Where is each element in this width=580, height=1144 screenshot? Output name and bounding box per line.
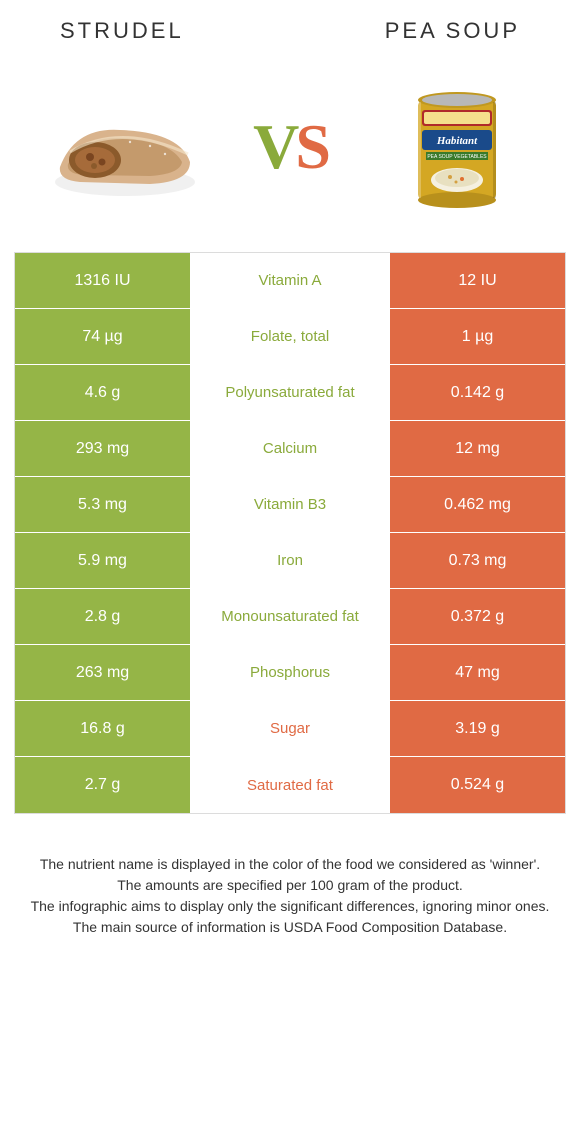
table-row: 2.7 gSaturated fat0.524 g: [15, 757, 565, 813]
strudel-image: [40, 82, 210, 212]
nutrient-label: Iron: [190, 533, 390, 588]
left-value: 263 mg: [15, 645, 190, 700]
right-value: 12 mg: [390, 421, 565, 476]
table-row: 293 mgCalcium12 mg: [15, 421, 565, 477]
pea-soup-image: Habitant PEA SOUP VEGETABLES: [370, 82, 540, 212]
footer-line: The main source of information is USDA F…: [20, 917, 560, 938]
footer-line: The infographic aims to display only the…: [20, 896, 560, 917]
left-value: 74 µg: [15, 309, 190, 364]
svg-text:PEA SOUP VEGETABLES: PEA SOUP VEGETABLES: [427, 154, 487, 160]
nutrient-label: Calcium: [190, 421, 390, 476]
left-value: 2.8 g: [15, 589, 190, 644]
table-row: 74 µgFolate, total1 µg: [15, 309, 565, 365]
table-row: 5.3 mgVitamin B30.462 mg: [15, 477, 565, 533]
nutrient-label: Folate, total: [190, 309, 390, 364]
left-value: 16.8 g: [15, 701, 190, 756]
right-value: 0.372 g: [390, 589, 565, 644]
footer-line: The nutrient name is displayed in the co…: [20, 854, 560, 875]
right-value: 0.73 mg: [390, 533, 565, 588]
footer-notes: The nutrient name is displayed in the co…: [0, 814, 580, 958]
svg-text:Habitant: Habitant: [436, 135, 478, 147]
left-value: 5.9 mg: [15, 533, 190, 588]
left-food-title: Strudel: [60, 18, 184, 44]
nutrient-label: Saturated fat: [190, 757, 390, 813]
right-value: 0.142 g: [390, 365, 565, 420]
table-row: 2.8 gMonounsaturated fat0.372 g: [15, 589, 565, 645]
nutrient-label: Phosphorus: [190, 645, 390, 700]
nutrient-label: Vitamin B3: [190, 477, 390, 532]
left-value: 293 mg: [15, 421, 190, 476]
left-value: 5.3 mg: [15, 477, 190, 532]
table-row: 263 mgPhosphorus47 mg: [15, 645, 565, 701]
footer-line: The amounts are specified per 100 gram o…: [20, 875, 560, 896]
right-value: 0.462 mg: [390, 477, 565, 532]
vs-s: S: [295, 111, 327, 182]
images-row: VS Habitant PEA SOUP VEGETABLES: [0, 52, 580, 252]
table-row: 4.6 gPolyunsaturated fat0.142 g: [15, 365, 565, 421]
nutrient-label: Sugar: [190, 701, 390, 756]
vs-v: V: [253, 111, 295, 182]
vs-label: VS: [253, 110, 327, 184]
right-value: 0.524 g: [390, 757, 565, 813]
right-value: 47 mg: [390, 645, 565, 700]
header: Strudel Pea soup: [0, 0, 580, 52]
left-value: 1316 IU: [15, 253, 190, 308]
nutrient-table: 1316 IUVitamin A12 IU74 µgFolate, total1…: [14, 252, 566, 814]
table-row: 1316 IUVitamin A12 IU: [15, 253, 565, 309]
right-value: 12 IU: [390, 253, 565, 308]
nutrient-label: Vitamin A: [190, 253, 390, 308]
table-row: 5.9 mgIron0.73 mg: [15, 533, 565, 589]
left-value: 4.6 g: [15, 365, 190, 420]
left-value: 2.7 g: [15, 757, 190, 813]
right-value: 3.19 g: [390, 701, 565, 756]
nutrient-label: Monounsaturated fat: [190, 589, 390, 644]
table-row: 16.8 gSugar3.19 g: [15, 701, 565, 757]
nutrient-label: Polyunsaturated fat: [190, 365, 390, 420]
right-food-title: Pea soup: [385, 18, 520, 44]
right-value: 1 µg: [390, 309, 565, 364]
